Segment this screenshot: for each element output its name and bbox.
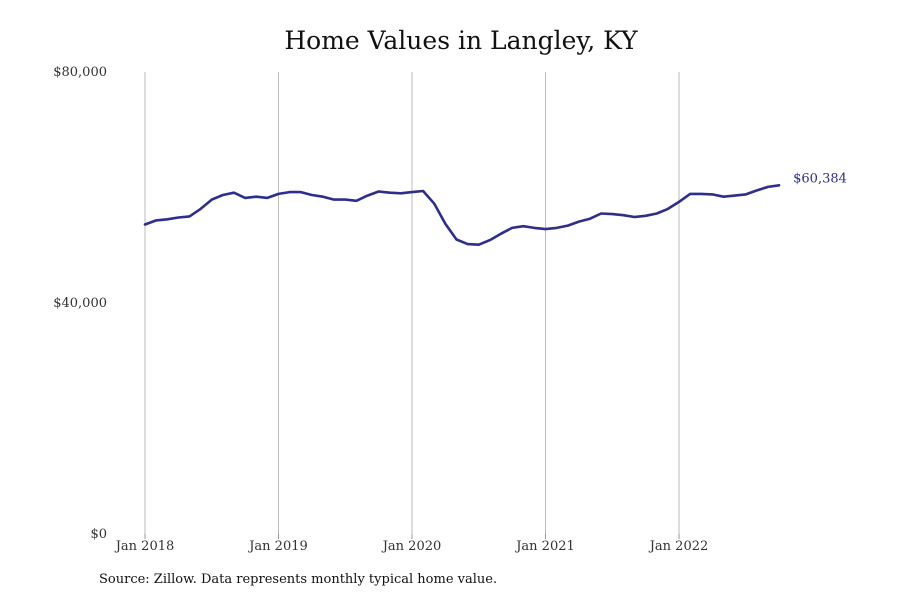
source-note: Source: Zillow. Data represents monthly … — [99, 572, 498, 587]
y-axis: $0 $40,000 $80,000 — [53, 65, 107, 542]
x-tick-label-4: Jan 2022 — [648, 539, 709, 554]
x-tick-label-2: Jan 2020 — [381, 539, 442, 554]
x-tick-label-0: Jan 2018 — [114, 539, 175, 554]
y-tick-label-1: $40,000 — [53, 296, 107, 311]
y-tick-label-0: $0 — [90, 527, 107, 542]
series-line — [143, 184, 781, 246]
chart-title: Home Values in Langley, KY — [284, 26, 638, 55]
y-tick-label-2: $80,000 — [53, 65, 107, 80]
series-layer: $60,384 — [143, 171, 847, 246]
grid-lines — [144, 72, 680, 534]
end-value-label: $60,384 — [793, 171, 847, 186]
x-axis: Jan 2018 Jan 2019 Jan 2020 Jan 2021 Jan 2022 — [114, 534, 709, 554]
x-tick-label-1: Jan 2019 — [247, 539, 308, 554]
x-tick-label-3: Jan 2021 — [514, 539, 575, 554]
